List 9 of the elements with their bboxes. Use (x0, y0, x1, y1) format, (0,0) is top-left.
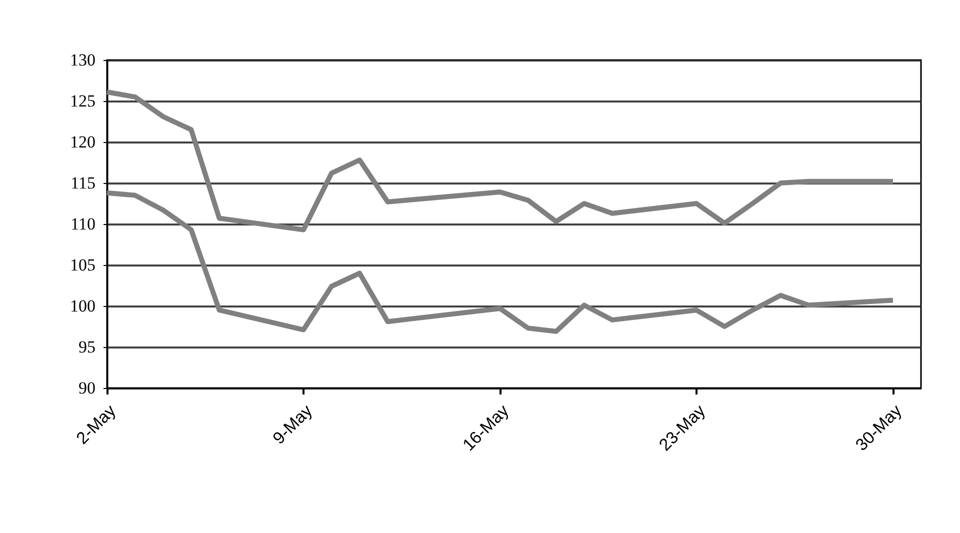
y-tick-label: 95 (78, 338, 96, 356)
y-tick-label: 90 (78, 378, 96, 398)
y-tick-label: 110 (70, 214, 96, 234)
y-tick-label: 100 (70, 296, 96, 316)
y-tick-label: 130 (70, 50, 96, 70)
y-tick-label: 105 (70, 256, 96, 274)
y-tick-label: 125 (70, 92, 96, 110)
y-tick-label: 120 (70, 132, 96, 152)
y-tick-label: 115 (70, 174, 96, 192)
